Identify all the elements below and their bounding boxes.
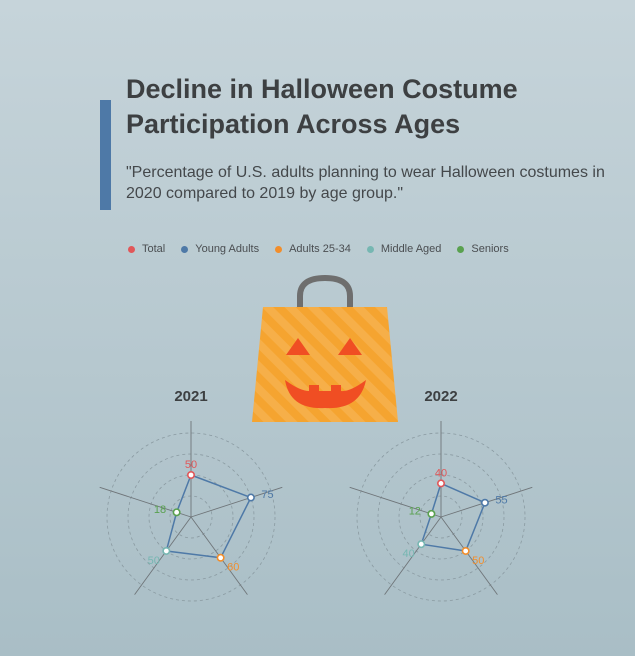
page-subtitle: "Percentage of U.S. adults planning to w… — [126, 164, 605, 202]
legend-label-young-adults: Young Adults — [195, 243, 260, 255]
radar-chart-2022: 2022 40 55 50 40 12 — [349, 388, 533, 602]
data-label: 55 — [495, 494, 507, 506]
axis-spoke — [349, 486, 442, 518]
legend-item-middle-aged: Middle Aged — [366, 243, 442, 255]
data-label: 12 — [409, 505, 421, 517]
legend-item-seniors: Seniors — [457, 243, 509, 255]
grid-ring-4 — [356, 432, 526, 602]
accent-bar — [100, 100, 111, 210]
data-point — [417, 540, 426, 549]
data-point — [216, 553, 225, 562]
legend-label-total: Total — [142, 243, 166, 255]
data-label: 50 — [148, 555, 160, 567]
data-label: 40 — [435, 467, 447, 479]
data-label: 60 — [227, 562, 239, 574]
axis-spoke — [190, 486, 283, 518]
data-label: 50 — [185, 459, 197, 471]
data-point — [162, 546, 171, 555]
radar-chart-2021: 2021 50 75 60 50 18 — [99, 388, 283, 602]
legend-dot-middle-aged — [366, 245, 374, 253]
axis-spoke — [134, 516, 192, 595]
data-point — [172, 508, 181, 517]
axis-spoke — [384, 516, 442, 595]
legend-label-adults-25-34: Adults 25-34 — [289, 243, 351, 255]
legend-dot-seniors — [457, 245, 465, 253]
grid-ring-2 — [148, 474, 234, 560]
data-point — [436, 479, 445, 488]
series-line — [420, 482, 486, 552]
legend-label-middle-aged: Middle Aged — [380, 243, 442, 255]
data-point — [427, 509, 436, 518]
data-label: 50 — [472, 555, 484, 567]
chart-year-label: 2021 — [174, 388, 207, 405]
grid-ring-4 — [106, 432, 276, 602]
legend-dot-total — [128, 245, 135, 253]
legend-item-young-adults: Young Adults — [181, 243, 259, 255]
grid-ring-2 — [398, 474, 484, 560]
page-title: Decline in Halloween Costume Participati… — [126, 74, 518, 139]
legend-item-adults-25-34: Adults 25-34 — [275, 243, 351, 255]
data-label: 40 — [403, 548, 415, 560]
axis-spoke — [440, 516, 498, 595]
data-label: 75 — [261, 489, 273, 501]
chart-year-label: 2022 — [424, 388, 457, 405]
data-point — [480, 498, 489, 507]
data-label: 18 — [154, 504, 166, 516]
legend-dot-adults-25-34 — [275, 245, 283, 253]
pumpkin-bag-icon — [252, 274, 398, 422]
series-line — [165, 474, 252, 559]
legend-label-seniors: Seniors — [471, 243, 509, 255]
data-point — [246, 493, 255, 502]
legend-item-total: Total — [128, 243, 165, 255]
legend: Total Young Adults Adults 25-34 Middle A… — [128, 243, 525, 255]
data-point — [187, 470, 196, 479]
legend-dot-young-adults — [181, 245, 189, 253]
data-point — [461, 546, 470, 555]
